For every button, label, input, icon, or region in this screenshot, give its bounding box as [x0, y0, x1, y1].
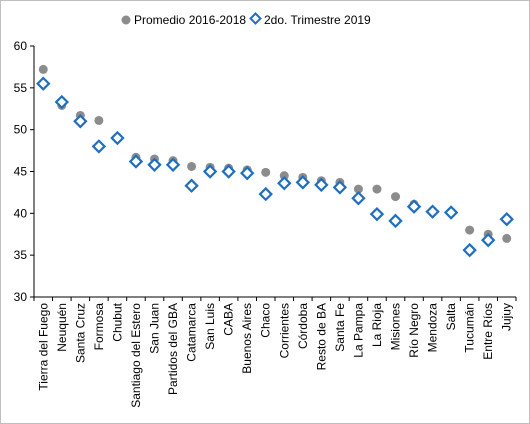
x-tick-label: Río Negro — [407, 303, 421, 358]
x-tick-label: Santa Cruz — [73, 303, 87, 363]
point-2do-trimestre — [202, 164, 218, 179]
x-tick-label: Córdoba — [296, 303, 310, 349]
x-tick-label: Tucumán — [463, 303, 477, 353]
legend-marker-series-2 — [249, 12, 262, 25]
x-tick-label: Jujuy — [500, 303, 514, 331]
point-2do-trimestre — [388, 213, 403, 229]
point-2do-trimestre — [73, 114, 88, 129]
x-tick-label: La Rioja — [370, 303, 384, 347]
point-2do-trimestre — [406, 199, 422, 214]
point-2do-trimestre — [499, 211, 514, 227]
x-tick-label: Catamarca — [185, 303, 199, 362]
legend-label-series-2: 2do. Trimestre 2019 — [264, 13, 371, 27]
legend-marker-series-1 — [121, 15, 131, 25]
point-2do-trimestre — [480, 232, 496, 248]
point-2do-trimestre — [184, 178, 199, 193]
point-2do-trimestre — [277, 176, 292, 191]
legend-label-series-1: Promedio 2016-2018 — [134, 13, 246, 27]
point-2do-trimestre — [332, 180, 348, 195]
point-promedio — [372, 184, 382, 194]
x-tick-label: Santa Fe — [333, 303, 347, 352]
x-tick-label: Chubut — [110, 302, 124, 341]
point-2do-trimestre — [128, 154, 144, 169]
y-tick-label: 45 — [14, 165, 28, 179]
point-2do-trimestre — [36, 76, 51, 91]
x-tick-label: Partidos del GBA — [166, 303, 180, 395]
x-tick-label: Neuquén — [55, 303, 69, 352]
y-tick-label: 50 — [14, 123, 28, 137]
x-tick-label: Chaco — [259, 303, 273, 338]
point-2do-trimestre — [425, 204, 440, 219]
x-tick-label: Corrientes — [277, 303, 291, 358]
x-tick-label: Tierra del Fuego — [36, 303, 50, 391]
x-tick-label: Misiones — [389, 303, 403, 350]
point-2do-trimestre — [221, 164, 236, 179]
x-tick-label: Mendoza — [426, 303, 440, 353]
y-tick-label: 35 — [14, 248, 28, 262]
x-tick-label: Buenos Aires — [240, 303, 254, 374]
point-promedio — [279, 171, 289, 181]
point-2do-trimestre — [258, 186, 273, 202]
point-2do-trimestre — [54, 94, 70, 110]
x-tick-label: Salta — [444, 303, 458, 331]
point-2do-trimestre — [165, 157, 181, 173]
point-2do-trimestre — [443, 205, 459, 220]
x-axis: Tierra del Fuego Neuquén Santa Cruz Formosa… — [33, 296, 517, 408]
y-tick-label: 40 — [14, 206, 28, 220]
x-tick-label: Entre Ríos — [481, 303, 495, 360]
x-tick-label: Resto de BA — [314, 303, 328, 370]
point-2do-trimestre — [351, 191, 366, 206]
point-promedio — [94, 115, 104, 125]
point-2do-trimestre — [314, 177, 329, 193]
legend: Promedio 2016-2018 2do. Trimestre 2019 — [121, 12, 371, 27]
series-2do-trimestre-2019 — [36, 76, 514, 258]
point-2do-trimestre — [239, 165, 255, 181]
point-promedio — [38, 64, 48, 74]
point-promedio — [465, 225, 475, 235]
x-tick-label: Santiago del Estero — [129, 303, 143, 408]
y-tick-label: 30 — [14, 290, 28, 304]
x-tick-label: San Luis — [203, 303, 217, 350]
x-tick-label: Formosa — [92, 303, 106, 351]
point-2do-trimestre — [295, 175, 311, 190]
y-axis: 30 35 40 45 50 55 60 — [14, 39, 35, 304]
x-tick-label: San Juan — [148, 303, 162, 354]
x-tick-label: La Pampa — [351, 303, 365, 358]
point-promedio — [391, 192, 400, 202]
point-2do-trimestre — [462, 242, 477, 258]
point-2do-trimestre — [110, 130, 125, 146]
point-promedio — [353, 184, 363, 194]
point-2do-trimestre — [91, 139, 107, 154]
y-tick-label: 60 — [14, 39, 28, 53]
point-2do-trimestre — [369, 206, 385, 222]
x-tick-label: CABA — [222, 303, 236, 336]
point-2do-trimestre — [147, 157, 162, 173]
point-promedio — [502, 233, 512, 243]
y-tick-label: 55 — [14, 81, 28, 95]
point-promedio — [261, 167, 271, 177]
point-promedio — [187, 161, 197, 171]
